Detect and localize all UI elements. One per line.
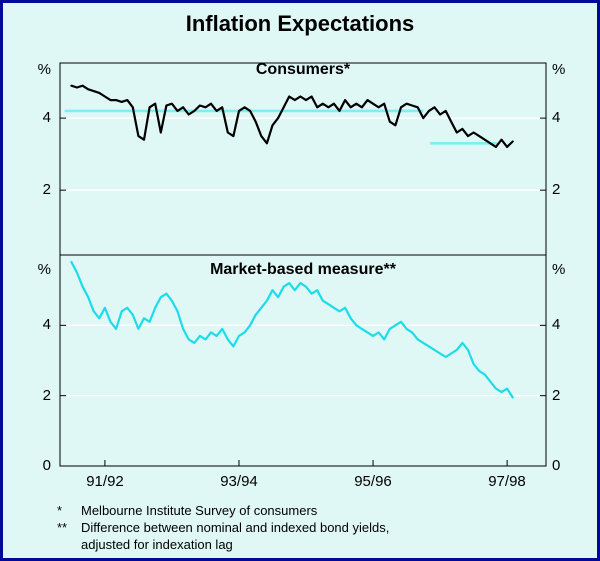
footnote-2-text-line2: adjusted for indexation lag (81, 537, 233, 552)
y-tick-label: 4 (552, 109, 561, 126)
y-axis-unit-bottom-left: % (37, 261, 51, 278)
y-tick-label: 4 (42, 316, 51, 333)
y-tick-label: 4 (42, 109, 51, 126)
y-tick-label: 4 (552, 316, 561, 333)
x-tick-label: 91/92 (86, 473, 124, 490)
chart-canvas (59, 62, 547, 467)
y-tick-label: 2 (552, 181, 561, 198)
y-tick-label: 2 (552, 387, 561, 404)
y-axis-unit-bottom-right: % (552, 261, 566, 278)
footnote-2-marker: ** (57, 520, 68, 535)
footnote-1-marker: * (57, 503, 63, 518)
x-tick-label: 93/94 (220, 473, 258, 490)
footnote-2-text-line1: Difference between nominal and indexed b… (81, 520, 390, 535)
panel-title-market: Market-based measure** (210, 261, 396, 278)
x-tick-label: 95/96 (354, 473, 392, 490)
y-tick-label: 2 (42, 181, 51, 198)
panel-title-consumers: Consumers* (255, 61, 351, 78)
footnote-1-text: Melbourne Institute Survey of consumers (81, 503, 318, 518)
y-tick-label: 0 (552, 457, 561, 474)
y-tick-label: 2 (42, 387, 51, 404)
y-axis-unit-top-right: % (552, 61, 566, 78)
x-tick-label: 97/98 (488, 473, 526, 490)
footnote-2: ** Difference between nominal and indexe… (57, 519, 577, 536)
chart-title: Inflation Expectations (185, 11, 415, 36)
footnote-1: * Melbourne Institute Survey of consumer… (57, 502, 577, 519)
y-axis-unit-top-left: % (37, 61, 51, 78)
footnotes: * Melbourne Institute Survey of consumer… (57, 502, 577, 553)
y-tick-label: 0 (42, 457, 51, 474)
